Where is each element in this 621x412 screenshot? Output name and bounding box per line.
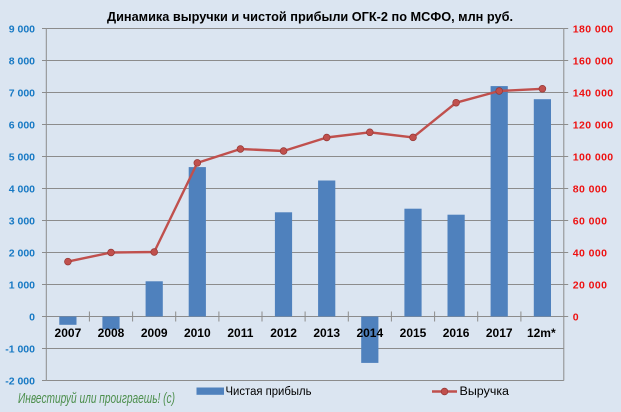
- svg-text:20 000: 20 000: [573, 280, 608, 292]
- svg-text:Чистая прибыль: Чистая прибыль: [226, 386, 312, 398]
- svg-text:0: 0: [573, 312, 579, 324]
- svg-text:120 000: 120 000: [573, 120, 614, 132]
- svg-text:2 000: 2 000: [9, 248, 35, 260]
- svg-text:Выручка: Выручка: [460, 386, 510, 398]
- svg-text:2009: 2009: [141, 326, 168, 340]
- svg-text:80 000: 80 000: [573, 184, 608, 196]
- svg-text:-2 000: -2 000: [5, 376, 35, 388]
- svg-text:2011: 2011: [227, 326, 253, 340]
- svg-text:6 000: 6 000: [9, 120, 35, 132]
- svg-text:60 000: 60 000: [573, 216, 608, 228]
- svg-text:140 000: 140 000: [573, 88, 614, 100]
- svg-text:2013: 2013: [313, 326, 340, 340]
- svg-text:2016: 2016: [443, 326, 470, 340]
- svg-text:4 000: 4 000: [9, 184, 35, 196]
- svg-text:8 000: 8 000: [9, 56, 35, 68]
- svg-text:0: 0: [29, 312, 35, 324]
- svg-text:2008: 2008: [98, 326, 125, 340]
- svg-text:3 000: 3 000: [9, 216, 35, 228]
- svg-text:2012: 2012: [270, 326, 297, 340]
- svg-text:2014: 2014: [356, 326, 383, 340]
- svg-text:100 000: 100 000: [573, 152, 614, 164]
- svg-text:Инвестируй или проиграешь! (с): Инвестируй или проиграешь! (с): [18, 391, 175, 407]
- svg-text:40 000: 40 000: [573, 248, 608, 260]
- svg-text:12m*: 12m*: [527, 326, 556, 340]
- svg-text:-1 000: -1 000: [5, 344, 35, 356]
- svg-text:180 000: 180 000: [573, 24, 614, 36]
- svg-text:2017: 2017: [486, 326, 513, 340]
- svg-text:2010: 2010: [184, 326, 211, 340]
- svg-text:160 000: 160 000: [573, 56, 614, 68]
- svg-text:5 000: 5 000: [9, 152, 35, 164]
- svg-text:7 000: 7 000: [9, 88, 35, 100]
- svg-text:2007: 2007: [55, 326, 82, 340]
- svg-text:Динамика выручки и чистой приб: Динамика выручки и чистой прибыли ОГК-2 …: [107, 10, 513, 24]
- svg-text:1 000: 1 000: [9, 280, 35, 292]
- svg-text:9 000: 9 000: [9, 24, 35, 36]
- svg-text:2015: 2015: [400, 326, 427, 340]
